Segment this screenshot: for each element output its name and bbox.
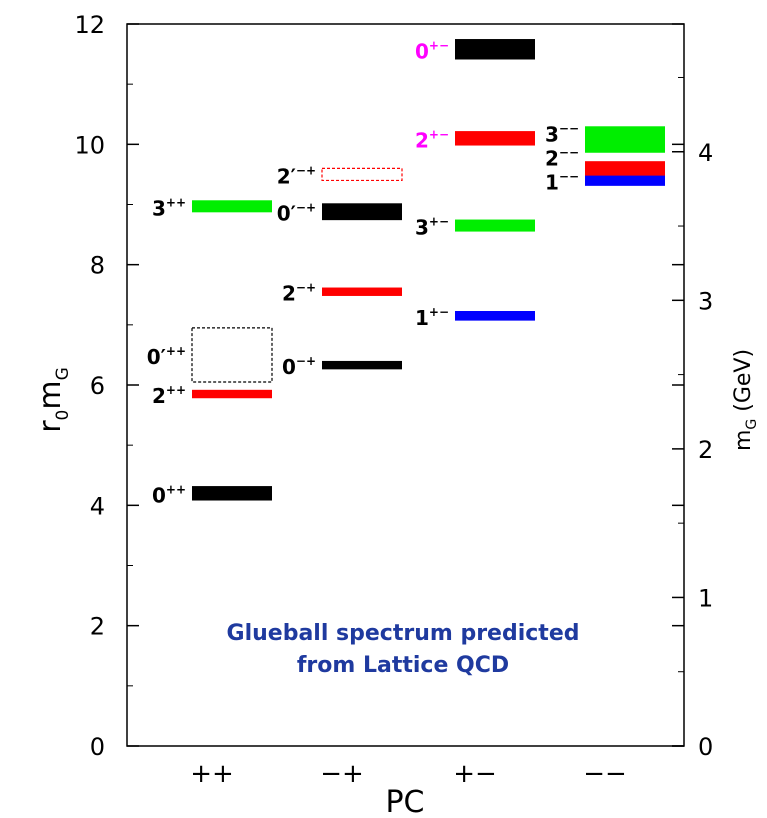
state-bar — [455, 39, 535, 60]
pc-category-label: ++ — [190, 759, 234, 789]
state-bars — [191, 39, 665, 501]
right-tick-label: 4 — [698, 139, 713, 167]
state-bar — [585, 161, 665, 176]
x-axis-label: PC — [385, 785, 424, 818]
left-axis-label: r0mG — [33, 367, 73, 433]
state-label: 3−− — [545, 121, 579, 146]
state-label: 0++ — [152, 482, 186, 507]
state-label: 2+− — [415, 127, 449, 152]
state-bar — [192, 486, 272, 501]
state-bar — [191, 327, 273, 383]
state-bar — [585, 126, 665, 153]
state-label: 2−− — [545, 145, 579, 170]
state-bar — [192, 389, 272, 399]
left-tick-label: 12 — [74, 11, 105, 39]
state-label: 1−− — [545, 169, 579, 194]
left-tick-label: 0 — [90, 733, 105, 761]
state-bar — [455, 131, 535, 146]
right-tick-label: 2 — [698, 436, 713, 464]
left-axis: 0 2 4 6 8 10 12 — [74, 11, 684, 761]
state-labels: 0++ 2++ 0′++ 3++ 0−+ 2−+ 0′−+ 2′−+ 1+− 3+− 2+− 0+− 1… — [147, 38, 579, 507]
state-label: 2′−+ — [277, 163, 316, 188]
state-label: 0−+ — [282, 354, 316, 379]
right-axis-label: mG (GeV) — [731, 349, 760, 451]
state-bar — [585, 175, 665, 186]
state-label: 1+− — [415, 305, 449, 330]
state-bar — [321, 167, 403, 182]
left-tick-label: 2 — [90, 613, 105, 641]
annotation-line-2: from Lattice QCD — [297, 653, 509, 678]
state-label: 3++ — [152, 195, 186, 220]
state-bar — [322, 360, 402, 370]
state-bar — [322, 203, 402, 221]
left-tick-label: 10 — [74, 131, 105, 159]
state-label: 0′++ — [147, 344, 186, 369]
pc-category-label: −− — [583, 759, 627, 789]
state-bar — [322, 287, 402, 296]
right-tick-label: 3 — [698, 287, 713, 315]
right-tick-label: 0 — [698, 733, 713, 761]
state-label: 2++ — [152, 383, 186, 408]
left-tick-label: 6 — [90, 372, 105, 400]
state-bar — [455, 219, 535, 232]
pc-category-label: +− — [453, 759, 497, 789]
right-tick-label: 1 — [698, 584, 713, 612]
right-axis: 0 1 2 3 4 — [672, 76, 713, 761]
left-tick-label: 4 — [90, 492, 105, 520]
pc-category-labels: ++ −+ +− −− — [190, 759, 627, 789]
state-label: 3+− — [415, 215, 449, 240]
state-bar — [455, 310, 535, 321]
state-bar — [192, 200, 272, 213]
state-label: 0′−+ — [277, 201, 316, 226]
left-tick-label: 8 — [90, 252, 105, 280]
annotation-line-1: Glueball spectrum predicted — [227, 621, 580, 646]
state-label: 0+− — [415, 38, 449, 63]
pc-category-label: −+ — [320, 759, 364, 789]
state-label: 2−+ — [282, 281, 316, 306]
